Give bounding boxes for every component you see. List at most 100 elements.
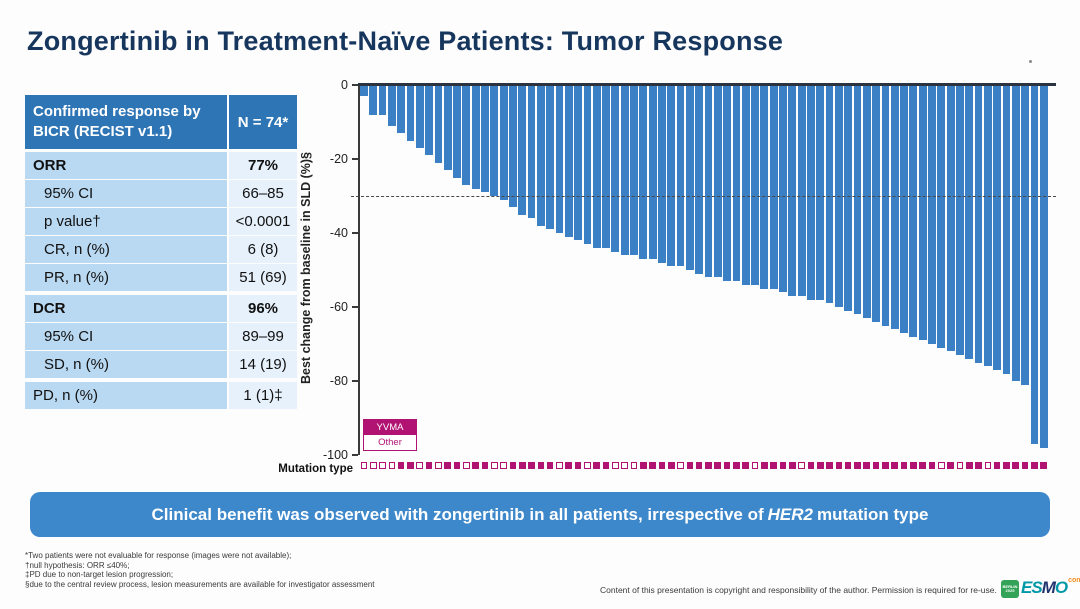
mutation-square <box>863 462 871 469</box>
mutation-square <box>630 462 638 469</box>
mutation-square <box>416 462 424 469</box>
waterfall-bar <box>853 85 862 315</box>
table-row: PD, n (%) 1 (1)‡ <box>25 382 297 409</box>
waterfall-bar <box>536 85 545 226</box>
waterfall-bar <box>909 85 918 337</box>
mutation-square <box>481 462 489 469</box>
waterfall-bar <box>360 85 368 97</box>
mutation-square <box>463 462 470 469</box>
mutation-square <box>360 462 368 469</box>
table-row: DCR 96% <box>25 295 297 322</box>
mutation-square-slot <box>500 462 508 469</box>
mutation-square <box>565 462 573 469</box>
mutation-square-slot <box>882 462 890 469</box>
waterfall-bar <box>471 85 480 189</box>
waterfall-bar <box>928 85 936 344</box>
mutation-square <box>695 462 703 469</box>
waterfall-bar <box>397 85 406 134</box>
waterfall-bar <box>769 85 778 289</box>
waterfall-bar <box>788 85 797 296</box>
row-value: 96% <box>229 295 297 322</box>
mutation-legend: YVMA Other <box>363 419 417 451</box>
mutation-square-slot <box>369 462 377 469</box>
mutation-square-slot <box>714 462 722 469</box>
mutation-square <box>788 462 796 469</box>
row-label: p value† <box>25 208 227 235</box>
y-tick-label: -20 <box>329 152 348 166</box>
mutation-square-slot <box>416 462 424 469</box>
mutation-square <box>593 462 601 469</box>
mutation-square <box>1031 462 1038 469</box>
waterfall-bar <box>881 85 890 326</box>
mutation-square <box>621 462 628 469</box>
esmo-badge: BERLIN 2025 <box>1001 580 1019 598</box>
mutation-square <box>807 462 815 469</box>
row-label: CR, n (%) <box>25 236 227 263</box>
response-threshold-line <box>351 196 1056 197</box>
response-table-header: Confirmed response by BICR (RECIST v1.1)… <box>25 95 297 149</box>
waterfall-bar <box>862 85 871 319</box>
mutation-square <box>751 462 759 469</box>
zero-baseline <box>358 83 1056 86</box>
mutation-square <box>928 462 936 469</box>
footnote-line: §due to the central review process, lesi… <box>25 579 375 589</box>
waterfall-bar <box>518 85 527 215</box>
esmo-wordmark: ESMO <box>1021 578 1068 597</box>
mutation-square-slot <box>611 462 619 469</box>
waterfall-bar <box>993 85 1002 370</box>
mutation-square-slot <box>863 462 871 469</box>
row-label: 95% CI <box>25 180 227 207</box>
waterfall-bar <box>658 85 666 263</box>
mutation-square <box>984 462 992 469</box>
mutation-square <box>500 462 507 469</box>
banner-text-pre: Clinical benefit was observed with zonge… <box>151 504 764 524</box>
waterfall-bar <box>779 85 787 293</box>
mutation-square <box>937 462 945 469</box>
mutation-square <box>1021 462 1029 469</box>
waterfall-bar <box>415 85 424 148</box>
row-label: PD, n (%) <box>25 382 227 409</box>
waterfall-bar <box>983 85 992 367</box>
mutation-square-slot <box>509 462 517 469</box>
waterfall-bar <box>425 85 433 156</box>
waterfall-bar <box>387 85 396 126</box>
mutation-square-slot <box>891 462 899 469</box>
y-tick-mark <box>352 454 358 456</box>
mutation-square-slot <box>928 462 936 469</box>
waterfall-plot: 0 -20 -40 -60 -80 -100 <box>323 78 1056 462</box>
mutation-square <box>435 462 442 469</box>
waterfall-bar <box>406 85 415 141</box>
mutation-square-slot <box>733 462 741 469</box>
waterfall-bar <box>592 85 601 248</box>
mutation-square-slot <box>453 462 461 469</box>
row-label: ORR <box>25 152 227 179</box>
mutation-square-slot <box>947 462 955 469</box>
mutation-square-slot <box>593 462 601 469</box>
y-tick-mark <box>352 232 358 234</box>
y-axis-title: Best change from baseline in SLD (%)§ <box>299 152 313 384</box>
mutation-square <box>667 462 675 469</box>
waterfall-bar <box>499 85 508 200</box>
waterfall-bar <box>918 85 927 341</box>
waterfall-bar <box>667 85 676 267</box>
waterfall-bar <box>844 85 853 311</box>
mutation-square-slot <box>854 462 862 469</box>
mutation-square <box>1040 462 1048 469</box>
banner-text-post: mutation type <box>817 504 929 524</box>
mutation-square-slot <box>705 462 713 469</box>
response-table: Confirmed response by BICR (RECIST v1.1)… <box>25 95 297 410</box>
table-header-n: N = 74* <box>229 95 297 149</box>
mutation-square <box>686 462 694 469</box>
row-value: 51 (69) <box>229 264 297 291</box>
waterfall-bar <box>676 85 685 267</box>
row-value: 1 (1)‡ <box>229 382 297 409</box>
mutation-square-slot <box>686 462 694 469</box>
mutation-square <box>444 462 452 469</box>
legend-other: Other <box>363 435 417 451</box>
copyright-notice: Content of this presentation is copyrigh… <box>600 585 997 595</box>
mutation-square-slot <box>677 462 685 469</box>
mutation-square-slot <box>835 462 843 469</box>
mutation-square-slot <box>779 462 787 469</box>
y-tick-mark <box>352 84 358 86</box>
mutation-square-slot <box>909 462 917 469</box>
